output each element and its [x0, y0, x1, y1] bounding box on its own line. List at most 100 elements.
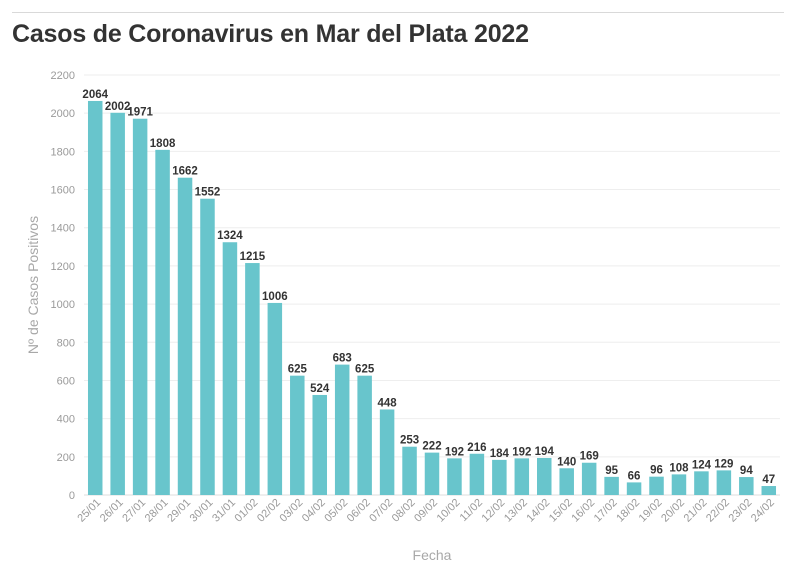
data-label: 192	[512, 446, 531, 458]
x-tick-label: 02/02	[255, 497, 283, 525]
x-tick-label: 11/02	[458, 497, 485, 524]
data-label: 253	[400, 435, 419, 447]
x-tick-label: 17/02	[592, 497, 620, 525]
data-label: 66	[628, 470, 641, 482]
data-label: 184	[490, 448, 510, 460]
bar	[514, 458, 530, 495]
data-label: 1552	[195, 187, 221, 199]
bar	[222, 242, 238, 495]
bar	[357, 375, 372, 495]
bar	[604, 476, 619, 495]
data-label: 1324	[217, 230, 243, 242]
chart-title: Casos de Coronavirus en Mar del Plata 20…	[12, 20, 529, 48]
x-tick-label: 15/02	[547, 497, 575, 525]
y-axis-title: Nº de Casos Positivos	[25, 216, 41, 354]
x-tick-label: 25/01	[75, 497, 103, 525]
data-label: 47	[762, 474, 775, 486]
bar	[87, 100, 103, 496]
x-tick-label: 16/02	[569, 497, 597, 525]
x-tick-label: 31/01	[210, 497, 238, 525]
x-tick-label: 19/02	[637, 497, 665, 525]
y-tick-label: 200	[57, 452, 75, 464]
bar	[649, 476, 664, 495]
bar	[469, 453, 485, 495]
bar	[581, 462, 597, 495]
x-tick-label: 06/02	[345, 497, 373, 525]
bar	[379, 409, 395, 495]
bar	[716, 470, 732, 495]
x-tick-label: 22/02	[704, 497, 732, 525]
bar	[626, 482, 642, 495]
bar	[312, 394, 327, 495]
data-label: 625	[288, 364, 308, 376]
bar	[447, 458, 462, 495]
bar	[424, 452, 440, 495]
data-labels: 2064200219711808166215521324121510066255…	[82, 89, 775, 486]
x-axis-title: Fecha	[413, 547, 452, 563]
data-label: 1215	[240, 251, 266, 263]
data-label: 108	[669, 462, 689, 474]
bar	[492, 459, 507, 495]
y-tick-label: 0	[69, 490, 75, 502]
data-label: 94	[740, 465, 753, 477]
x-tick-label: 13/02	[502, 497, 530, 525]
bar	[177, 177, 193, 495]
x-tick-label: 27/01	[120, 497, 148, 525]
bar	[559, 468, 574, 495]
data-label: 124	[692, 459, 712, 471]
data-label: 625	[355, 364, 375, 376]
data-label: 1808	[150, 138, 176, 150]
x-tick-label: 30/01	[188, 497, 216, 525]
bar	[245, 263, 260, 495]
data-label: 1006	[262, 291, 288, 303]
top-divider	[12, 12, 784, 13]
x-tick-label: 29/01	[165, 497, 193, 525]
x-tick-label: 18/02	[614, 497, 642, 525]
bar	[537, 457, 552, 495]
x-tick-label: 07/02	[367, 497, 395, 525]
x-tick-label: 20/02	[659, 497, 687, 525]
x-tick-label: 01/02	[233, 497, 261, 525]
data-label: 1662	[172, 166, 198, 178]
bar	[334, 364, 350, 495]
x-tick-label: 10/02	[435, 497, 463, 525]
bars	[87, 100, 777, 496]
x-tick-label: 23/02	[726, 497, 754, 525]
data-label: 216	[467, 442, 486, 454]
y-tick-label: 800	[57, 337, 75, 349]
y-tick-label: 400	[57, 414, 75, 426]
bar	[267, 302, 283, 495]
x-tick-label: 05/02	[322, 497, 350, 525]
data-label: 683	[333, 353, 352, 365]
bar	[739, 477, 754, 495]
x-tick-label: 28/01	[143, 497, 171, 525]
x-tick-label: 03/02	[277, 497, 305, 525]
gridlines	[84, 74, 780, 496]
y-tick-label: 1600	[51, 185, 75, 197]
y-tick-label: 600	[57, 375, 75, 387]
bar	[290, 375, 305, 495]
y-tick-label: 2000	[51, 108, 75, 120]
bar	[155, 149, 170, 495]
data-label: 95	[605, 465, 618, 477]
data-label: 96	[650, 465, 663, 477]
data-label: 2064	[82, 89, 108, 101]
y-tick-label: 1400	[51, 223, 75, 235]
y-axis-ticks: 0 200 400 600 800 1000 1200 1400 1600 1800 2000 220…	[51, 70, 75, 502]
x-tick-label: 14/02	[524, 497, 552, 525]
x-tick-label: 24/02	[749, 497, 777, 525]
data-label: 222	[422, 441, 441, 453]
y-tick-label: 2200	[51, 70, 75, 82]
bar	[761, 486, 777, 495]
x-tick-label: 21/02	[682, 497, 710, 525]
bar	[694, 471, 709, 495]
x-tick-label: 12/02	[480, 497, 508, 525]
data-label: 2002	[105, 101, 131, 113]
data-label: 129	[714, 458, 733, 470]
data-label: 524	[310, 383, 330, 395]
data-label: 448	[378, 397, 398, 409]
x-tick-label: 09/02	[412, 497, 440, 525]
y-tick-label: 1800	[51, 146, 75, 158]
bar	[402, 446, 417, 495]
